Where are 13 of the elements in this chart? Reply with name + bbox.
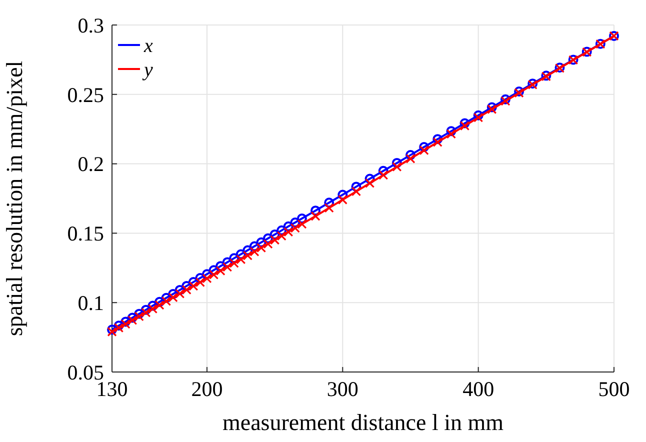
y-axis-title: spatial resolution in mm/pixel: [2, 60, 27, 336]
x-tick-label: 300: [326, 377, 358, 401]
y-tick-label: 0.2: [78, 152, 104, 176]
x-tick-label: 200: [191, 377, 223, 401]
y-tick-label: 0.3: [78, 13, 104, 38]
x-tick-label: 500: [598, 377, 630, 401]
y-tick-label: 0.25: [67, 82, 104, 107]
x-tick-label: 400: [462, 377, 494, 401]
x-axis-title: measurement distance l in mm: [222, 410, 504, 435]
legend-label: y: [142, 59, 153, 81]
y-tick-label: 0.15: [67, 222, 104, 246]
y-tick-label: 0.1: [78, 290, 104, 315]
legend-label: x: [143, 35, 153, 57]
